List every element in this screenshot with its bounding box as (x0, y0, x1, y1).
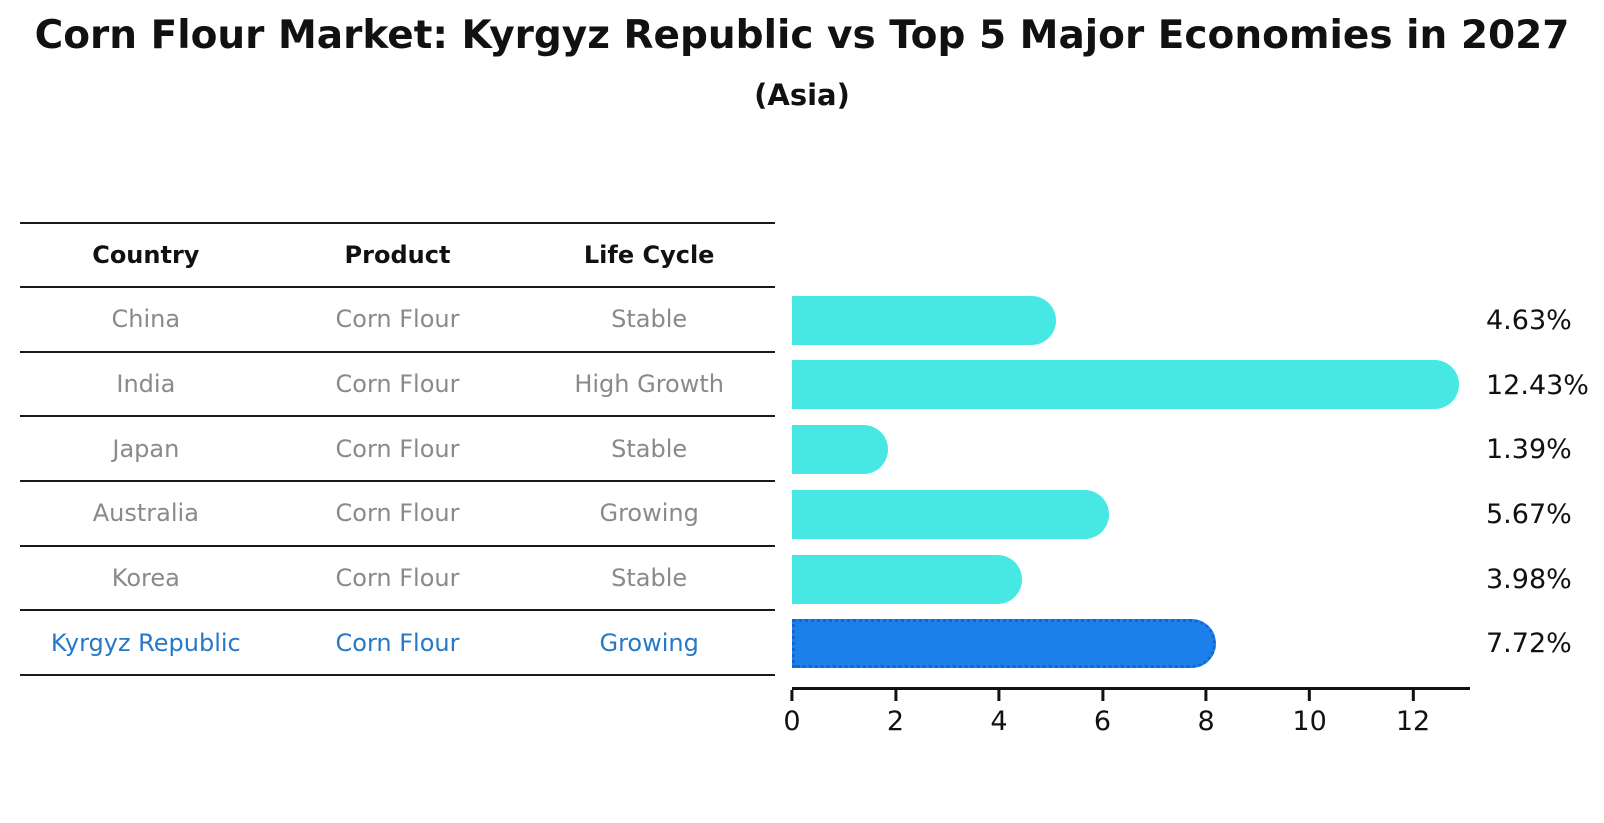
chart-title: Corn Flour Market: Kyrgyz Republic vs To… (34, 13, 1570, 58)
x-tick: 2 (887, 690, 904, 737)
x-tick-label: 0 (783, 706, 801, 737)
bar-japan (792, 425, 888, 475)
x-tick-label: 2 (886, 706, 905, 737)
country-cell: India (116, 370, 176, 399)
country-cell: Australia (92, 499, 199, 528)
product-cell: Corn Flour (335, 628, 460, 657)
product-cell: Corn Flour (335, 305, 460, 334)
product-cell: Corn Flour (335, 434, 460, 463)
x-axis-line (792, 687, 1470, 690)
value-label: 1.39% (1486, 434, 1572, 466)
header-bar-spacer (792, 222, 1470, 288)
bar-australia (792, 489, 1110, 539)
value-label: 4.63% (1486, 304, 1572, 336)
value-label: 12.43% (1486, 369, 1589, 401)
product-cell: Corn Flour (335, 499, 460, 528)
x-tick: 10 (1292, 690, 1326, 737)
column-header-country: Country (92, 241, 200, 269)
life-cycle-cell: Stable (611, 434, 688, 463)
table-row: Australia Corn Flour Growing (20, 482, 775, 547)
value-label: 5.67% (1486, 498, 1572, 530)
country-cell: Japan (112, 434, 180, 463)
product-cell: Corn Flour (335, 370, 460, 399)
x-tick-label: 8 (1197, 706, 1215, 737)
life-cycle-cell: Stable (611, 305, 688, 334)
country-cell: Kyrgyz Republic (50, 628, 241, 657)
x-tick-label: 4 (990, 706, 1008, 737)
bar-china (792, 295, 1056, 345)
header-label-spacer (1470, 222, 1604, 288)
column-header-product: Product (344, 241, 451, 269)
column-header-life-cycle: Life Cycle (583, 241, 715, 269)
header-spacer (775, 222, 792, 288)
country-cell: China (111, 305, 181, 334)
x-tick: 12 (1396, 690, 1430, 737)
country-cell: Korea (111, 564, 180, 593)
x-tick: 0 (783, 690, 800, 737)
bar-india (792, 360, 1460, 410)
table-row: Korea Corn Flour Stable (20, 547, 775, 612)
table-row: India Corn Flour High Growth (20, 353, 775, 418)
product-cell: Corn Flour (335, 564, 460, 593)
table-row: Japan Corn Flour Stable (20, 417, 775, 483)
life-cycle-cell: Growing (599, 628, 699, 657)
bar-korea (792, 554, 1022, 604)
table-and-chart: Country Product Life Cycle China Corn Fl… (20, 222, 1604, 677)
x-tick-label: 12 (1395, 706, 1431, 737)
x-axis: 0 2 4 6 8 10 12 (783, 687, 1470, 747)
life-cycle-cell: Growing (599, 499, 699, 528)
table-row-kyrgyz-republic: Kyrgyz Republic Corn Flour Growing (20, 611, 775, 677)
life-cycle-cell: Stable (611, 564, 688, 593)
value-label: 3.98% (1486, 563, 1572, 595)
x-tick-label: 10 (1292, 706, 1327, 737)
value-label: 7.72% (1486, 628, 1572, 660)
x-tick: 8 (1197, 690, 1214, 737)
x-tick-label: 6 (1093, 706, 1112, 737)
table-row: China Corn Flour Stable (20, 288, 775, 353)
bar-kyrgyz-republic (792, 619, 1216, 669)
x-tick: 6 (1094, 690, 1111, 737)
life-cycle-cell: High Growth (574, 370, 724, 399)
chart-subtitle: (Asia) (754, 78, 850, 112)
x-tick: 4 (990, 690, 1007, 737)
table-header-row: Country Product Life Cycle (20, 222, 775, 288)
